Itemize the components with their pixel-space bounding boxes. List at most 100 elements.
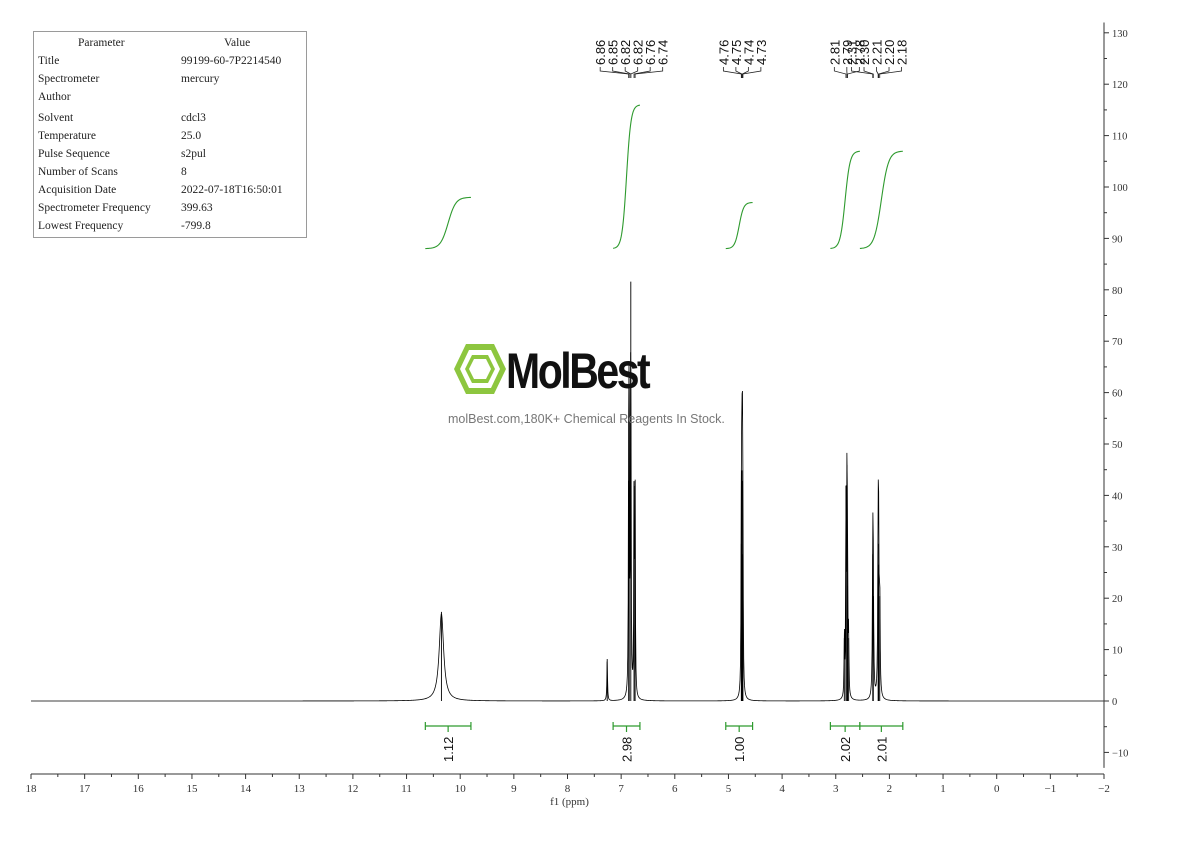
table-header-value: Value	[224, 37, 251, 49]
peak-label-connector	[634, 67, 664, 78]
x-axis-tick-label: 1	[940, 783, 946, 795]
y-axis-tick-label: 40	[1112, 491, 1123, 502]
y-axis-tick-label: 100	[1112, 183, 1128, 194]
peak-label: 2.20	[882, 40, 897, 65]
x-axis-tick-label: 7	[618, 783, 624, 795]
y-axis-tick-label: 20	[1112, 594, 1123, 605]
y-axis-tick-label: 90	[1112, 234, 1123, 245]
x-axis-tick-label: 2	[887, 783, 893, 795]
y-axis-tick-label: 50	[1112, 440, 1123, 451]
hexagon-logo-icon	[454, 344, 506, 394]
integral-value-label: 2.01	[874, 737, 889, 762]
y-axis-tick-label: 10	[1112, 646, 1123, 657]
integral-curve	[859, 150, 903, 249]
table-row-label: Solvent	[38, 112, 74, 124]
peak-label-connector	[863, 67, 874, 78]
y-axis-tick-label: −10	[1112, 748, 1128, 759]
peak-label-connector	[879, 67, 902, 78]
y-axis-tick-label: 130	[1112, 29, 1128, 40]
peak-label-connector	[599, 67, 630, 78]
table-row-value: 399.63	[181, 202, 213, 214]
x-axis-tick-label: −1	[1044, 783, 1056, 795]
x-axis-tick-label: 3	[833, 783, 839, 795]
parameter-table: Parameter Value Title 99199-60-7P2214540…	[33, 31, 307, 238]
y-axis-tick-label: 60	[1112, 389, 1123, 400]
peak-label: 2.30	[857, 40, 872, 65]
table-row-value: mercury	[181, 73, 220, 85]
integral-value-label: 1.00	[732, 737, 747, 762]
y-axis-tick-label: 70	[1112, 337, 1123, 348]
x-axis-tick-label: 13	[294, 783, 306, 795]
x-axis-tick-label: −2	[1098, 783, 1110, 795]
peak-label: 2.81	[827, 40, 842, 65]
table-header-parameter: Parameter	[78, 37, 125, 49]
table-row-label: Acquisition Date	[38, 184, 117, 196]
x-axis-tick-label: 11	[401, 783, 412, 795]
peak-label: 4.73	[754, 40, 769, 65]
peak-label: 2.78	[852, 40, 867, 65]
x-axis-tick-label: 5	[726, 783, 732, 795]
table-row-value: cdcl3	[181, 112, 206, 124]
table-row-label: Temperature	[38, 130, 96, 142]
x-axis-tick-label: 12	[347, 783, 358, 795]
integral-value-label: 1.12	[441, 737, 456, 762]
x-axis-tick-label: 14	[240, 783, 252, 795]
peak-label-connector	[847, 67, 860, 78]
peak-label-connector	[735, 67, 743, 78]
peak-label: 6.76	[643, 40, 658, 65]
peak-label-connector	[833, 67, 847, 78]
peak-label: 2.18	[895, 40, 910, 65]
y-axis-tick-label: 30	[1112, 543, 1123, 554]
table-row-label: Author	[38, 91, 71, 103]
integral-value-label: 2.98	[620, 737, 635, 762]
table-row-value: 8	[181, 166, 187, 178]
integral-curve	[725, 201, 753, 250]
table-row-label: Spectrometer Frequency	[38, 202, 151, 214]
peak-label: 4.74	[741, 40, 756, 65]
x-axis-tick-label: 18	[26, 783, 38, 795]
table-row-label: Lowest Frequency	[38, 220, 124, 232]
watermark: MolBest molBest.com,180K+ Chemical Reage…	[448, 340, 748, 440]
peak-label: 4.75	[729, 40, 744, 65]
x-axis-tick-label: 15	[186, 783, 198, 795]
table-row-value: 25.0	[181, 130, 202, 142]
y-axis-tick-label: 110	[1112, 132, 1127, 143]
x-axis-title: f1 (ppm)	[550, 796, 589, 808]
peak-label-connector	[630, 67, 639, 78]
peak-label: 2.31	[845, 40, 860, 65]
integral-value-label: 2.02	[838, 737, 853, 762]
x-axis-tick-label: 10	[455, 783, 467, 795]
table-row-value: 2022-07-18T16:50:01	[181, 184, 283, 196]
x-axis-tick-label: 16	[133, 783, 145, 795]
x-axis-tick-label: 9	[511, 783, 517, 795]
peak-label: 6.82	[631, 40, 646, 65]
x-axis-tick-label: 17	[79, 783, 91, 795]
peak-label: 2.21	[870, 40, 885, 65]
peak-label-connector	[741, 67, 749, 78]
peak-label-connector	[878, 67, 890, 78]
peak-label: 6.74	[656, 40, 671, 65]
peak-label-connector	[633, 67, 651, 78]
peak-label-connector	[876, 67, 879, 78]
peak-label: 4.76	[716, 40, 731, 65]
peak-label: 2.79	[840, 40, 855, 65]
watermark-tagline: molBest.com,180K+ Chemical Reagents In S…	[448, 412, 725, 426]
y-axis-tick-label: 0	[1112, 697, 1117, 708]
integral-curve	[425, 196, 471, 250]
spectrum-line	[31, 352, 1104, 702]
x-axis-tick-label: 4	[779, 783, 785, 795]
x-axis-tick-label: 8	[565, 783, 571, 795]
peak-label-connector	[851, 67, 874, 78]
table-row-label: Spectrometer	[38, 73, 100, 85]
watermark-brand: MolBest	[506, 343, 651, 399]
y-axis-tick-label: 120	[1112, 80, 1128, 91]
table-row-label: Number of Scans	[38, 166, 118, 178]
x-axis-tick-label: 0	[994, 783, 1000, 795]
table-row-label: Pulse Sequence	[38, 148, 110, 160]
table-row-label: Title	[38, 55, 60, 67]
peak-label-connector	[722, 67, 742, 78]
table-row-value: -799.8	[181, 220, 211, 232]
peak-label-connector	[624, 67, 632, 78]
